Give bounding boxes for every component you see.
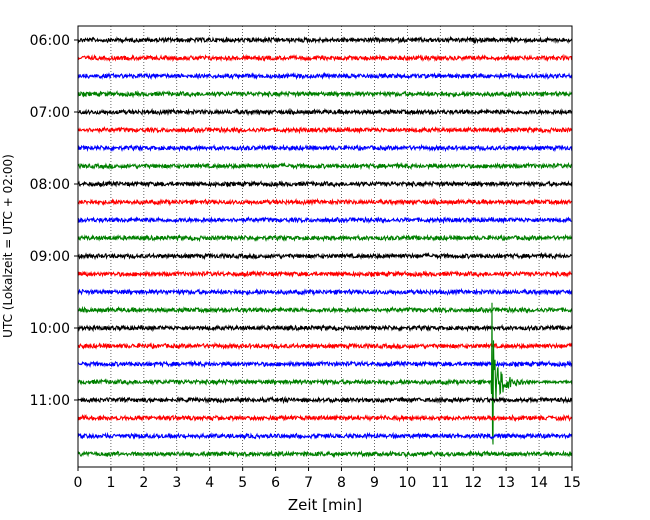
x-tick-label-5: 5	[238, 475, 247, 491]
x-tick-label-6: 6	[271, 475, 280, 491]
trace-0700	[77, 107, 573, 117]
x-tick-label-12: 12	[464, 475, 482, 491]
y-axis-ticks: 06:00 07:00 08:00 09:00 10:00 11:00	[30, 33, 78, 409]
seismic-traces	[77, 35, 573, 459]
trace-1130	[77, 431, 573, 441]
x-axis-ticks: 0 1 2 3 4 5 6 7 8 9 10 11 12 13 14 15	[74, 467, 581, 491]
x-tick-label-2: 2	[139, 475, 148, 491]
y-axis-label: UTC (Lokalzeit = UTC + 02:00)	[1, 154, 15, 338]
y-tick-label-06:00: 06:00	[30, 33, 70, 49]
trace-0930	[77, 287, 573, 297]
trace-0645	[77, 90, 573, 99]
x-tick-label-15: 15	[563, 475, 581, 491]
trace-0815	[77, 197, 573, 207]
x-tick-label-3: 3	[172, 475, 181, 491]
x-tick-label-13: 13	[497, 475, 515, 491]
trace-0830	[77, 216, 573, 225]
plot-frame	[77, 25, 573, 468]
y-tick-label-10:00: 10:00	[30, 321, 70, 337]
x-tick-label-4: 4	[205, 475, 214, 491]
trace-0600	[77, 35, 573, 45]
trace-0615	[77, 53, 573, 63]
trace-1045	[77, 302, 573, 445]
trace-0845	[77, 233, 573, 243]
x-tick-label-11: 11	[431, 475, 449, 491]
trace-0945	[77, 305, 573, 315]
trace-1000	[77, 323, 573, 333]
trace-0915	[77, 269, 573, 279]
x-tick-label-7: 7	[304, 475, 313, 491]
x-tick-label-9: 9	[370, 475, 379, 491]
x-axis-label: Zeit [min]	[288, 496, 362, 514]
trace-0630	[77, 71, 573, 81]
trace-1145	[77, 449, 573, 459]
y-tick-label-09:00: 09:00	[30, 249, 70, 265]
x-tick-label-8: 8	[337, 475, 346, 491]
x-tick-label-14: 14	[530, 475, 548, 491]
trace-1030	[77, 359, 573, 369]
trace-1015	[77, 341, 573, 351]
trace-0715	[77, 126, 573, 135]
trace-0900	[77, 251, 573, 261]
x-tick-label-10: 10	[398, 475, 416, 491]
y-tick-label-07:00: 07:00	[30, 105, 70, 121]
trace-1100	[77, 395, 573, 405]
trace-1115	[77, 413, 573, 423]
y-tick-label-08:00: 08:00	[30, 177, 70, 193]
trace-0800	[77, 180, 573, 189]
trace-0745	[77, 161, 573, 171]
x-tick-label-1: 1	[106, 475, 115, 491]
y-tick-label-11:00: 11:00	[30, 393, 70, 409]
x-tick-label-0: 0	[74, 475, 83, 491]
trace-0730	[77, 143, 573, 153]
